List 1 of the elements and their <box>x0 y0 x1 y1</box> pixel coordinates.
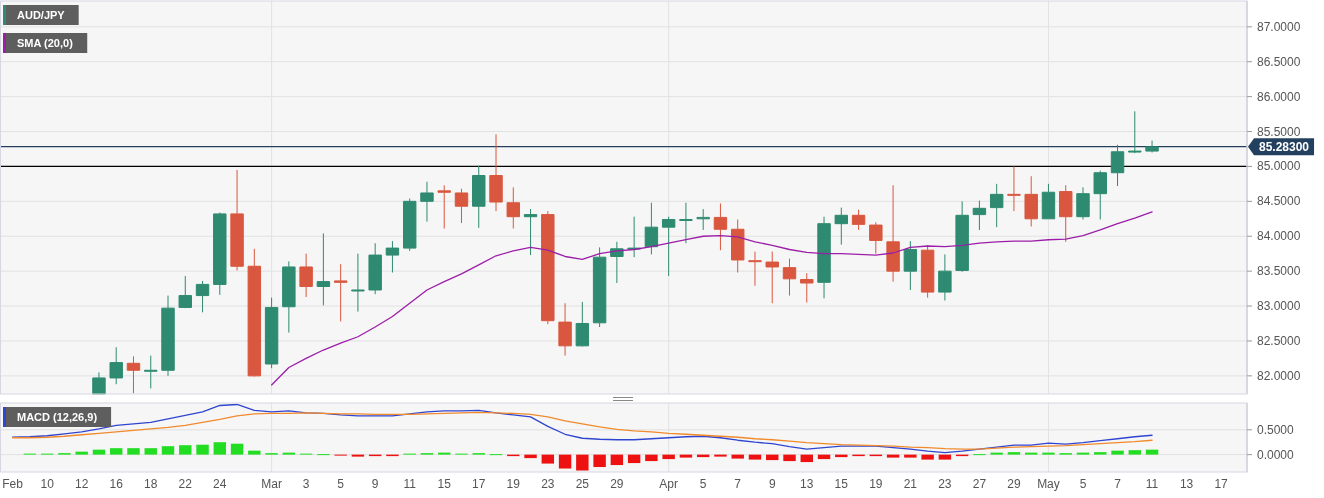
x-tick-label: Feb <box>2 477 24 491</box>
